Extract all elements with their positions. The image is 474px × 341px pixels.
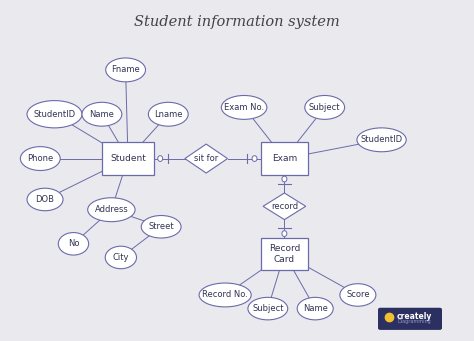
Ellipse shape [141, 216, 181, 238]
Text: Street: Street [148, 222, 174, 231]
Text: Name: Name [303, 304, 328, 313]
Ellipse shape [252, 156, 257, 161]
Text: Student information system: Student information system [134, 15, 340, 29]
Text: Lname: Lname [154, 110, 182, 119]
Text: Fname: Fname [111, 65, 140, 74]
Ellipse shape [88, 198, 135, 222]
Ellipse shape [82, 102, 122, 126]
Ellipse shape [221, 95, 267, 119]
Ellipse shape [282, 176, 287, 182]
Text: Score: Score [346, 291, 370, 299]
Text: StudentID: StudentID [361, 135, 402, 144]
Ellipse shape [58, 233, 89, 255]
Text: StudentID: StudentID [34, 110, 75, 119]
Text: Address: Address [94, 205, 128, 214]
Polygon shape [263, 193, 306, 220]
Text: record: record [271, 202, 298, 211]
Text: sit for: sit for [194, 154, 219, 163]
Bar [261, 143, 308, 175]
Text: Name: Name [90, 110, 114, 119]
Ellipse shape [357, 128, 406, 152]
Ellipse shape [158, 156, 163, 161]
Text: creately: creately [397, 312, 432, 321]
Bar [261, 238, 308, 270]
Text: No: No [68, 239, 79, 248]
Text: Record
Card: Record Card [269, 244, 300, 264]
Ellipse shape [297, 297, 333, 320]
Ellipse shape [248, 297, 288, 320]
Text: Record No.: Record No. [202, 291, 248, 299]
Text: DOB: DOB [36, 195, 55, 204]
Text: Exam No.: Exam No. [224, 103, 264, 112]
Text: Diagramming: Diagramming [398, 319, 432, 324]
Ellipse shape [282, 231, 287, 236]
Ellipse shape [106, 58, 146, 82]
Text: Phone: Phone [27, 154, 54, 163]
Text: City: City [113, 253, 129, 262]
Ellipse shape [105, 246, 137, 269]
Text: Subject: Subject [252, 304, 283, 313]
Ellipse shape [27, 188, 63, 211]
Ellipse shape [199, 283, 251, 307]
Ellipse shape [20, 147, 60, 170]
Bar [102, 143, 154, 175]
Text: Exam: Exam [272, 154, 297, 163]
Ellipse shape [305, 95, 345, 119]
Text: Subject: Subject [309, 103, 340, 112]
FancyBboxPatch shape [378, 308, 442, 330]
Ellipse shape [148, 102, 188, 126]
Ellipse shape [27, 101, 82, 128]
Text: Student: Student [110, 154, 146, 163]
Ellipse shape [340, 284, 376, 306]
Polygon shape [185, 144, 228, 173]
